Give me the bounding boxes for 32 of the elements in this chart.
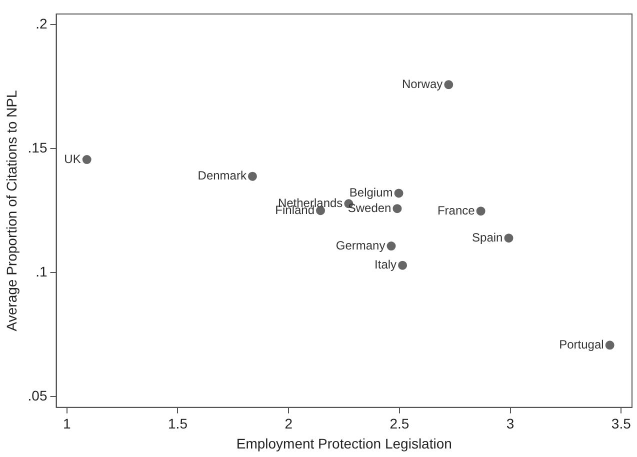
annotation: Belgium (349, 186, 393, 200)
x-tick-label: 1.5 (168, 416, 188, 432)
y-tick-label: .15 (28, 139, 48, 156)
annotation: Germany (336, 238, 386, 252)
annotation: UK (64, 152, 81, 166)
annotation: Portugal (559, 337, 604, 352)
x-axis-title: Employment Protection Legislation (236, 435, 452, 452)
point (82, 155, 92, 164)
y-tick-label: .2 (36, 16, 48, 32)
annotation: France (437, 203, 476, 218)
y-axis-title: Average Proportion of Citations to NPL (3, 90, 20, 332)
point (386, 242, 396, 251)
point (394, 188, 404, 198)
annotation: Spain (472, 230, 503, 244)
x-tick-label: 3 (506, 416, 514, 432)
x-tick-label: 3.5 (611, 416, 632, 432)
point (504, 234, 514, 243)
annotation: Sweden (348, 200, 392, 215)
point (248, 172, 257, 181)
x-tick-label: 2.5 (390, 416, 410, 432)
annotation: Italy (374, 258, 397, 272)
annotation: Denmark (198, 168, 248, 183)
point (605, 340, 614, 350)
x-tick-label: 2 (284, 416, 293, 432)
annotation: Norway (402, 76, 443, 91)
point (476, 206, 486, 216)
y-tick-label: .05 (28, 387, 48, 404)
point (398, 260, 408, 270)
point (392, 204, 402, 214)
y-tick-label: .1 (36, 263, 48, 280)
point (444, 80, 454, 90)
x-tick-label: 1 (63, 416, 72, 432)
